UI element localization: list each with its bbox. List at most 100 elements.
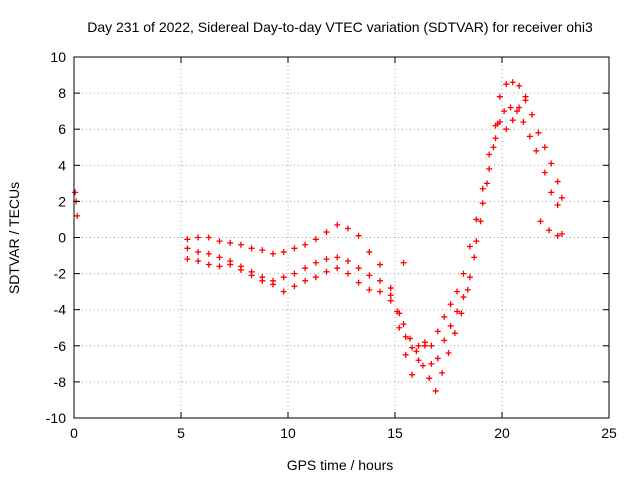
data-point — [415, 357, 422, 364]
data-point — [434, 328, 441, 335]
data-point — [492, 135, 499, 142]
data-point — [528, 111, 535, 118]
data-point — [466, 243, 473, 250]
data-point — [72, 189, 79, 196]
data-point — [312, 236, 319, 243]
data-point — [548, 189, 555, 196]
data-point — [195, 234, 202, 241]
data-point — [377, 288, 384, 295]
y-tick-label: -2 — [54, 266, 67, 282]
data-point — [454, 288, 461, 295]
data-point — [195, 257, 202, 264]
data-point — [471, 254, 478, 261]
data-point — [458, 310, 465, 317]
y-tick-label: 10 — [50, 49, 66, 65]
data-point — [323, 256, 330, 263]
data-point — [205, 234, 212, 241]
data-point — [248, 272, 255, 279]
data-point — [312, 259, 319, 266]
data-point — [473, 238, 480, 245]
data-point — [526, 133, 533, 140]
data-point — [291, 270, 298, 277]
data-point — [387, 292, 394, 299]
x-tick-label: 20 — [494, 425, 510, 441]
data-point — [216, 238, 223, 245]
data-point — [421, 342, 428, 349]
data-point — [280, 288, 287, 295]
data-point — [501, 108, 508, 115]
y-tick-label: 0 — [58, 230, 66, 246]
data-point — [432, 387, 439, 394]
data-point — [503, 126, 510, 133]
series-sdtvar-b — [184, 104, 565, 394]
data-point — [259, 277, 266, 284]
data-point — [479, 200, 486, 207]
x-tick-label: 0 — [70, 425, 78, 441]
data-point — [402, 351, 409, 358]
data-point — [387, 297, 394, 304]
data-point — [496, 118, 503, 125]
x-tick-label: 10 — [280, 425, 296, 441]
data-point — [460, 294, 467, 301]
data-point — [323, 268, 330, 275]
data-point — [400, 259, 407, 266]
data-point — [441, 313, 448, 320]
grid — [74, 57, 609, 418]
data-point — [428, 360, 435, 367]
data-point — [184, 245, 191, 252]
data-point — [312, 274, 319, 281]
data-points — [72, 79, 565, 394]
data-point — [366, 286, 373, 293]
data-point — [270, 250, 277, 257]
data-point — [535, 129, 542, 136]
data-point — [270, 281, 277, 288]
data-point — [205, 250, 212, 257]
data-point — [396, 324, 403, 331]
data-point — [334, 221, 341, 228]
data-point — [479, 185, 486, 192]
data-point — [334, 254, 341, 261]
data-point — [74, 212, 81, 219]
x-tick-label: 5 — [177, 425, 185, 441]
data-point — [366, 272, 373, 279]
data-point — [344, 225, 351, 232]
data-point — [541, 144, 548, 151]
y-tick-label: -4 — [54, 302, 67, 318]
data-point — [460, 270, 467, 277]
y-tick-label: 8 — [58, 85, 66, 101]
data-point — [355, 279, 362, 286]
data-point — [291, 245, 298, 252]
data-point — [509, 79, 516, 86]
data-point — [377, 261, 384, 268]
data-point — [426, 375, 433, 382]
data-point — [216, 254, 223, 261]
data-point — [184, 256, 191, 263]
data-point — [554, 232, 561, 239]
data-point — [558, 230, 565, 237]
data-point — [237, 266, 244, 273]
data-point — [302, 241, 309, 248]
data-point — [537, 218, 544, 225]
series-sdtvar-isolated — [400, 218, 561, 266]
data-point — [509, 117, 516, 124]
x-tick-label: 25 — [601, 425, 617, 441]
data-point — [454, 308, 461, 315]
data-point — [344, 257, 351, 264]
data-point — [302, 265, 309, 272]
y-tick-label: -10 — [46, 410, 66, 426]
data-point — [546, 227, 553, 234]
y-tick-label: 2 — [58, 193, 66, 209]
data-point — [280, 248, 287, 255]
data-point — [548, 160, 555, 167]
data-point — [496, 93, 503, 100]
data-point — [280, 274, 287, 281]
data-point — [451, 330, 458, 337]
chart-title: Day 231 of 2022, Sidereal Day-to-day VTE… — [87, 19, 593, 35]
data-point — [216, 263, 223, 270]
data-point — [366, 248, 373, 255]
data-point — [334, 265, 341, 272]
data-point — [439, 369, 446, 376]
data-point — [227, 239, 234, 246]
